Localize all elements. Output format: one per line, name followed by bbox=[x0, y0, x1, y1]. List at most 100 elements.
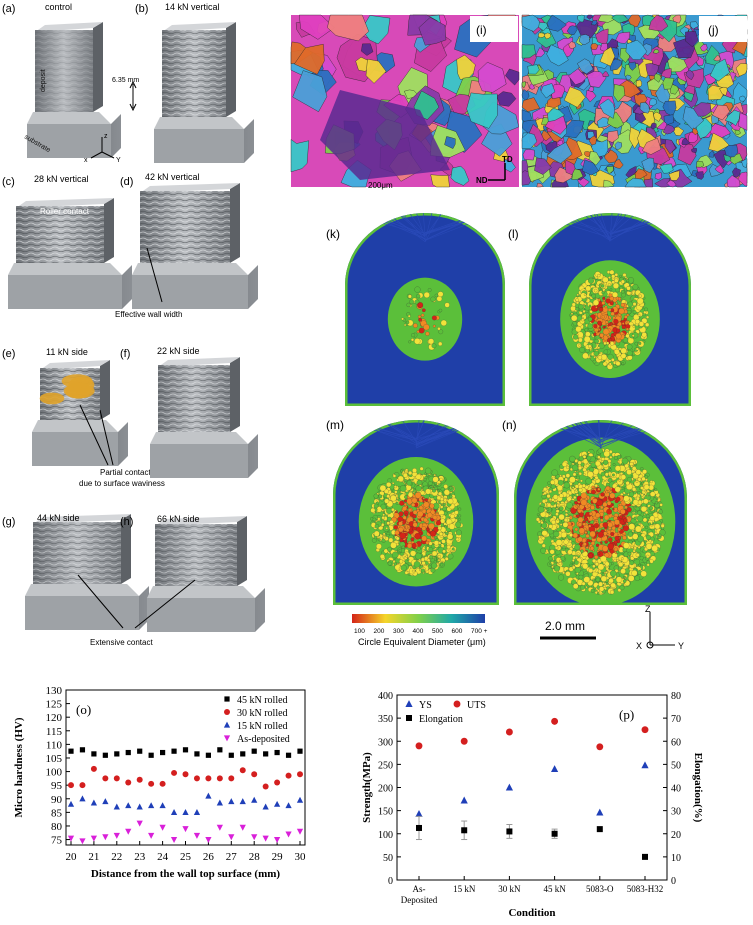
grain bbox=[421, 561, 426, 566]
grain bbox=[660, 523, 665, 528]
grain bbox=[621, 292, 626, 298]
grain bbox=[579, 512, 584, 518]
legend-marker bbox=[223, 721, 231, 728]
grain bbox=[556, 517, 559, 521]
data-point bbox=[102, 775, 109, 782]
data-point bbox=[239, 798, 246, 805]
grain bbox=[444, 557, 449, 561]
grain bbox=[627, 531, 633, 537]
grain bbox=[418, 17, 447, 46]
data-point bbox=[113, 832, 120, 839]
grain bbox=[614, 141, 623, 151]
grain bbox=[573, 334, 579, 340]
grain bbox=[556, 503, 560, 507]
legend-marker bbox=[223, 735, 231, 742]
grain bbox=[381, 516, 385, 520]
data-point bbox=[296, 796, 304, 803]
grain bbox=[624, 505, 628, 509]
grain bbox=[429, 503, 435, 509]
grain bbox=[654, 501, 659, 505]
y-tick-label: 75 bbox=[51, 835, 63, 847]
wall-edge bbox=[104, 198, 114, 263]
grain bbox=[603, 349, 609, 354]
grain bbox=[556, 484, 563, 491]
grain bbox=[361, 43, 374, 56]
grain bbox=[422, 308, 426, 313]
x-tick-label: 29 bbox=[272, 851, 284, 863]
grain bbox=[543, 32, 552, 40]
grain bbox=[421, 313, 425, 317]
grain bbox=[586, 70, 607, 88]
grain bbox=[597, 117, 611, 128]
ebsd-map-j bbox=[521, 14, 748, 188]
grain bbox=[440, 487, 445, 492]
grain bbox=[648, 484, 654, 491]
grain bbox=[578, 488, 583, 493]
grain bbox=[548, 498, 552, 501]
grain bbox=[552, 476, 556, 480]
grain bbox=[597, 455, 601, 459]
grain bbox=[477, 62, 507, 93]
grain bbox=[654, 523, 661, 530]
grain bbox=[563, 86, 586, 108]
grain bbox=[412, 522, 418, 528]
grain bbox=[575, 326, 582, 333]
grain bbox=[640, 530, 643, 534]
data-point bbox=[171, 769, 178, 776]
y2-tick-label: 30 bbox=[671, 807, 681, 818]
y-tick-label: 115 bbox=[46, 726, 63, 738]
grain bbox=[575, 488, 578, 492]
grain bbox=[614, 465, 621, 472]
grain bbox=[635, 553, 640, 558]
grain bbox=[606, 501, 612, 506]
legend-marker bbox=[453, 700, 461, 708]
data-point bbox=[193, 775, 200, 782]
grain bbox=[376, 543, 382, 550]
wall-edge bbox=[230, 183, 240, 263]
grain bbox=[421, 557, 425, 562]
grain bbox=[577, 14, 585, 23]
x-tick-label: 24 bbox=[157, 851, 169, 863]
grain bbox=[380, 503, 387, 510]
contact-patch bbox=[39, 392, 65, 405]
grain bbox=[433, 540, 439, 546]
grain bbox=[400, 469, 403, 473]
grain bbox=[560, 531, 567, 538]
grain bbox=[575, 504, 579, 508]
grain bbox=[574, 544, 580, 551]
grain bbox=[641, 476, 646, 481]
grain bbox=[588, 344, 592, 348]
grain bbox=[584, 328, 589, 332]
grain bbox=[422, 497, 425, 500]
grain bbox=[644, 475, 648, 479]
columnar-boundary bbox=[422, 213, 426, 237]
grain bbox=[608, 276, 611, 279]
grain bbox=[602, 328, 610, 336]
y2-tick-label: 60 bbox=[671, 737, 681, 748]
grain bbox=[440, 518, 446, 524]
grain bbox=[612, 463, 616, 466]
grain-n-tag: (n) bbox=[502, 418, 517, 432]
nd-label: ND bbox=[476, 176, 488, 185]
grain bbox=[646, 492, 650, 496]
grain bbox=[604, 552, 610, 558]
grain bbox=[611, 358, 615, 362]
grain bbox=[593, 288, 598, 293]
grain bbox=[605, 582, 609, 585]
substrate-top bbox=[32, 420, 118, 432]
y-tick-label: 250 bbox=[378, 760, 393, 771]
y2-tick-label: 80 bbox=[671, 691, 681, 702]
grain bbox=[610, 311, 615, 316]
grain bbox=[588, 135, 597, 146]
grain bbox=[521, 132, 538, 149]
grain bbox=[401, 545, 405, 549]
columnar-boundary bbox=[609, 212, 619, 241]
grain bbox=[606, 166, 614, 175]
grain bbox=[615, 333, 622, 340]
grain bbox=[602, 502, 608, 508]
grain bbox=[550, 479, 555, 485]
grain bbox=[640, 467, 644, 471]
partial-arrow-2 bbox=[99, 409, 114, 466]
grain bbox=[632, 310, 637, 314]
grain bbox=[578, 456, 584, 462]
